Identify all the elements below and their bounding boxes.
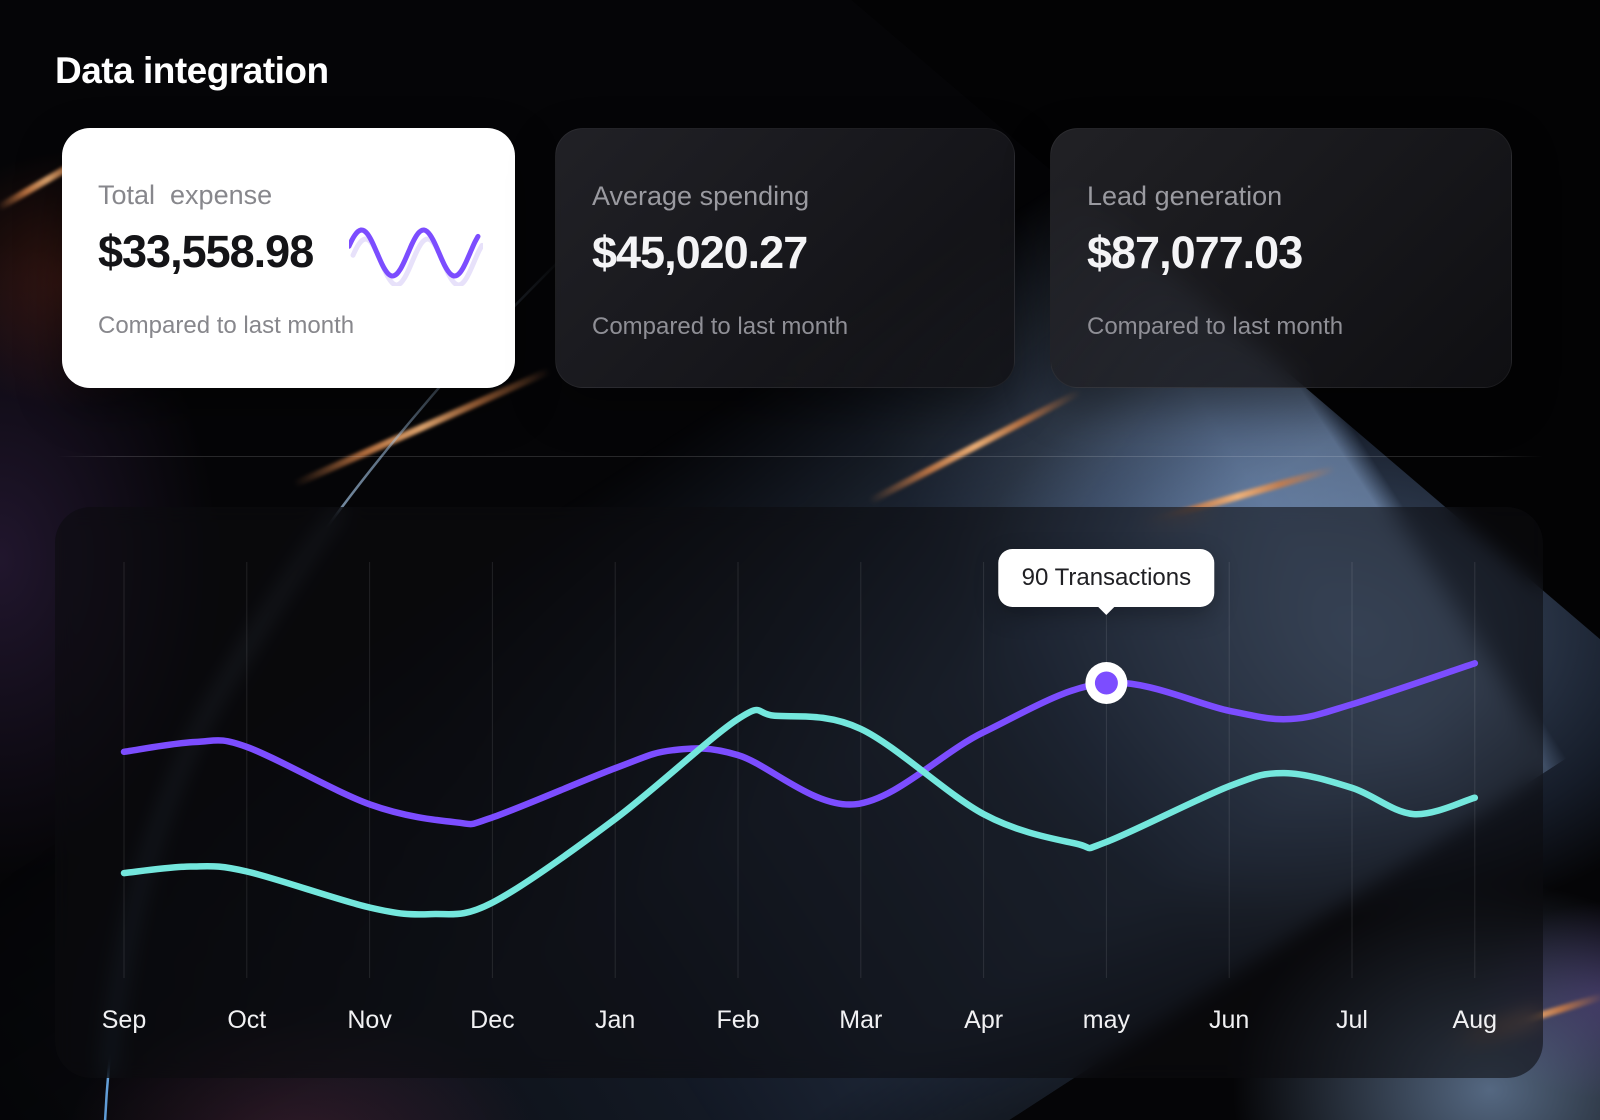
- x-axis-label: Jun: [1209, 1006, 1249, 1034]
- chart-svg: Sep Oct Nov Dec Jan Feb Mar Apr may Jun Jul Aug: [102, 562, 1497, 1034]
- wave-sparkline-main: [349, 227, 481, 279]
- card-label: Average spending: [592, 181, 810, 211]
- card-amount: $87,077.03: [1087, 227, 1303, 278]
- card-average-spending[interactable]: Average spending $45,020.27 Compared to …: [555, 128, 1015, 388]
- section-divider: [55, 456, 1545, 457]
- chart-line-transactions-purple: [120, 660, 1479, 828]
- wave-sparkline-icon: [349, 227, 483, 286]
- card-note: Compared to last month: [1087, 313, 1344, 340]
- card-total-expense[interactable]: Total expense $33,558.98 Compared to las…: [62, 128, 515, 388]
- card-lead-generation[interactable]: Lead generation $87,077.03 Compared to l…: [1050, 128, 1512, 388]
- x-axis-label: Mar: [839, 1006, 882, 1034]
- chart-tooltip-label: 90 Transactions: [1021, 564, 1192, 591]
- card-note: Compared to last month: [98, 312, 355, 339]
- chart-month-labels: Sep Oct Nov Dec Jan Feb Mar Apr may Jun Jul Aug: [102, 1006, 1497, 1034]
- chart-active-point[interactable]: [1085, 661, 1128, 704]
- x-axis-label: Jan: [595, 1006, 635, 1034]
- page-title: Data integration: [55, 50, 329, 91]
- x-axis-label: Nov: [347, 1006, 392, 1034]
- x-axis-label: Oct: [227, 1006, 266, 1034]
- card-label: Lead generation: [1087, 181, 1283, 211]
- card-amount: $33,558.98: [98, 226, 314, 277]
- card-amount: $45,020.27: [592, 227, 808, 278]
- x-axis-label: Feb: [716, 1006, 759, 1034]
- card-label: Total expense: [98, 180, 273, 210]
- chart-gridlines: [123, 562, 1476, 978]
- x-axis-label: Aug: [1453, 1006, 1497, 1034]
- chart-panel: Sep Oct Nov Dec Jan Feb Mar Apr may Jun Jul Aug 90 …: [55, 507, 1543, 1078]
- x-axis-label: Apr: [964, 1006, 1003, 1034]
- x-axis-label: Jul: [1336, 1006, 1368, 1034]
- chart-tooltip: 90 Transactions: [998, 549, 1215, 607]
- chart-line-transactions-cyan: [120, 706, 1479, 918]
- x-axis-label: Dec: [470, 1006, 514, 1034]
- card-note: Compared to last month: [592, 313, 849, 340]
- x-axis-label: may: [1083, 1006, 1131, 1034]
- x-axis-label: Sep: [102, 1006, 146, 1034]
